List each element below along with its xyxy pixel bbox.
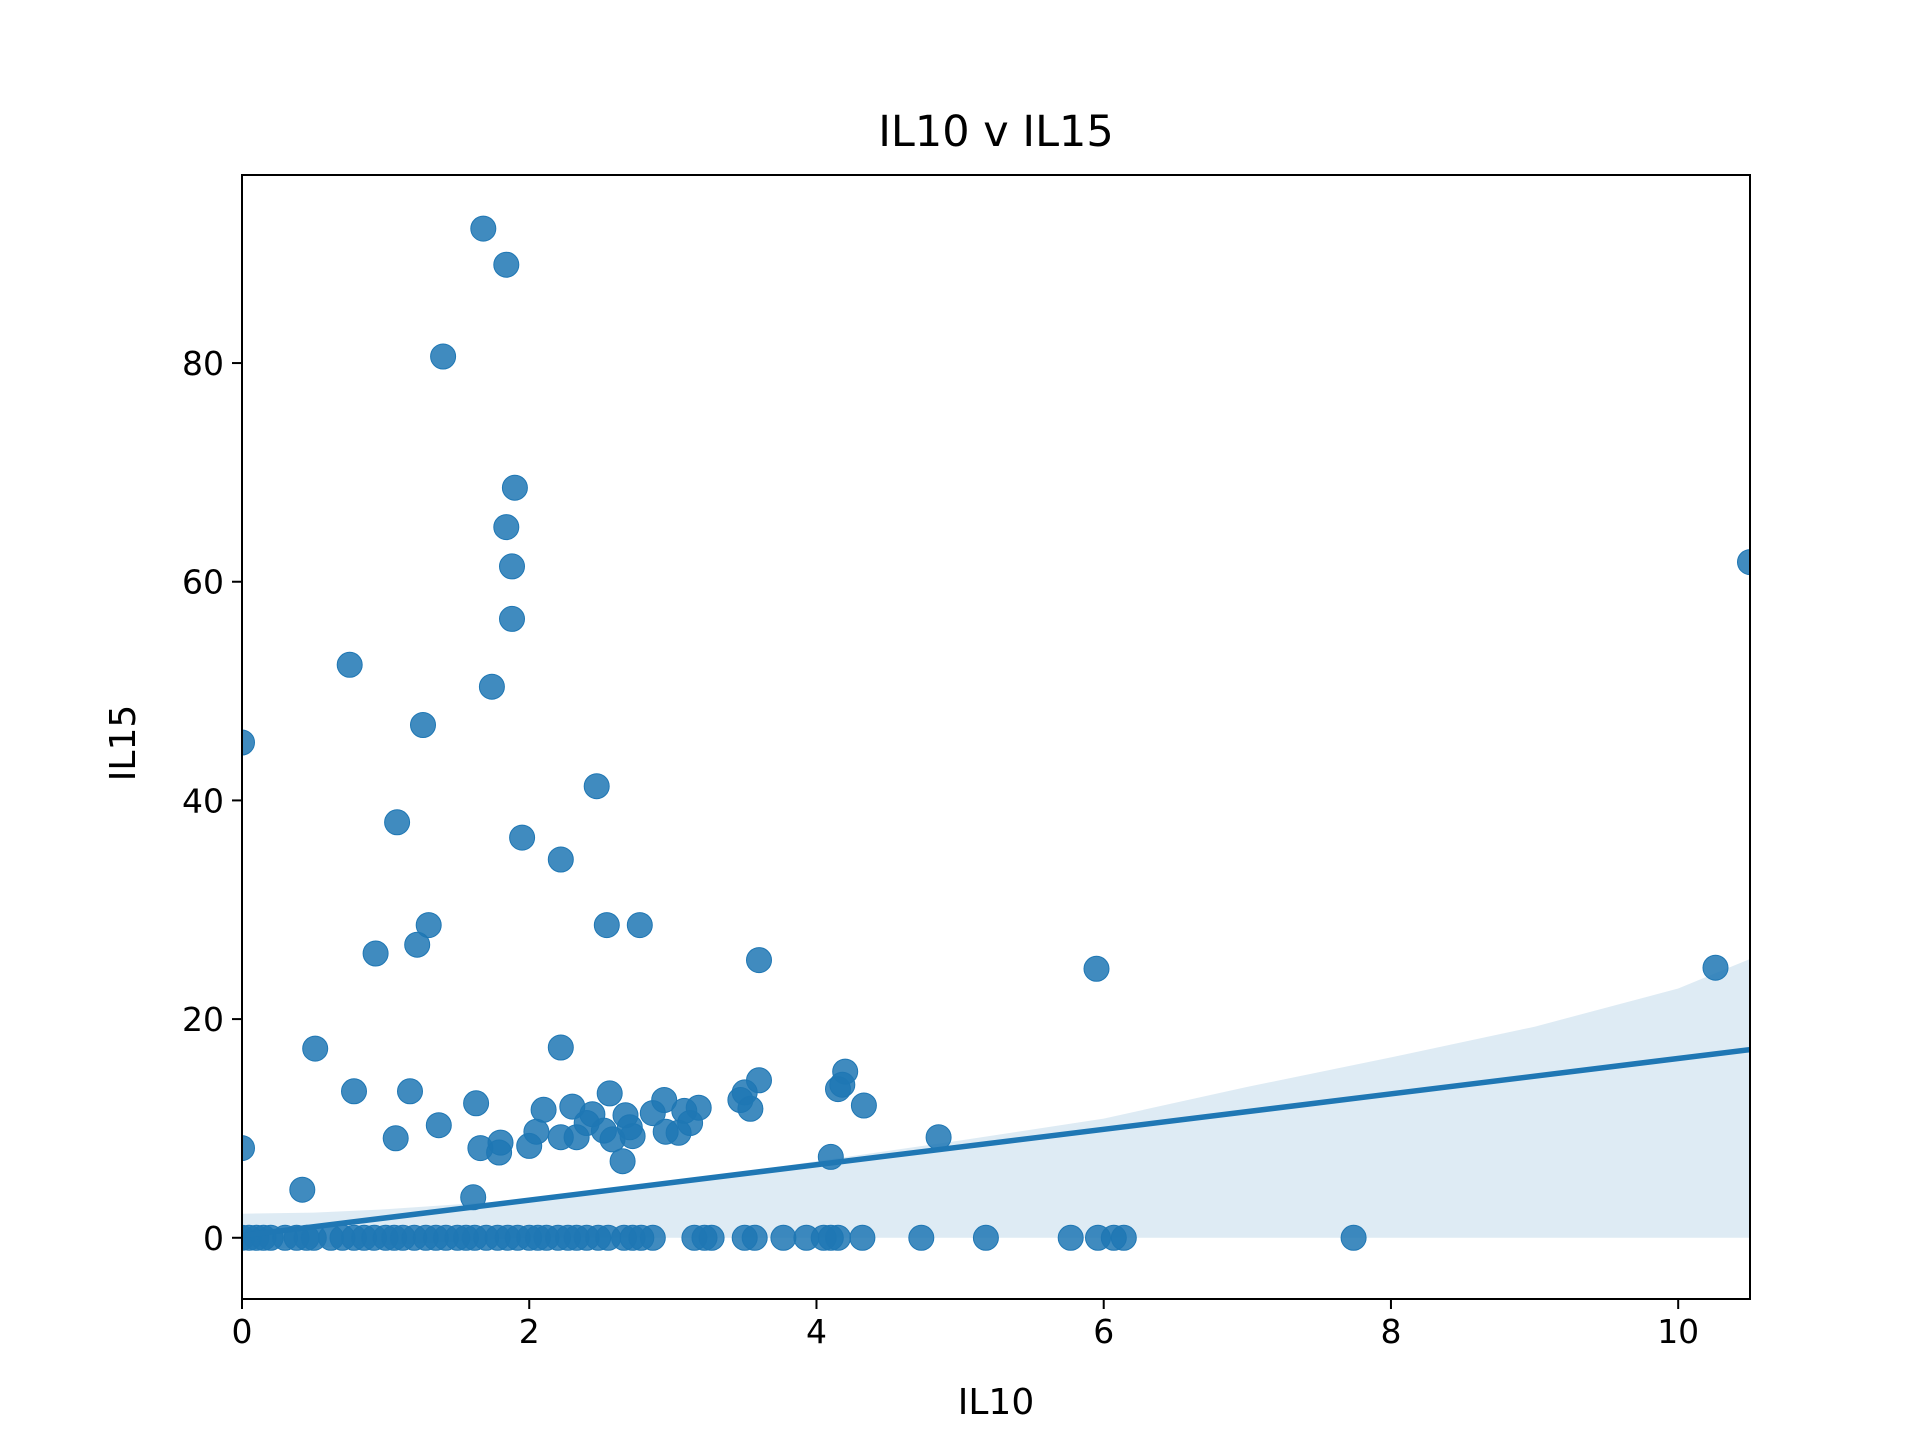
x-axis-label: IL10 <box>958 1382 1034 1423</box>
data-point <box>499 605 525 632</box>
data-point <box>639 1224 666 1251</box>
data-point <box>770 1224 797 1251</box>
data-point <box>593 912 620 939</box>
data-point <box>616 1114 643 1141</box>
data-point <box>829 1071 856 1098</box>
data-point <box>972 1224 999 1251</box>
data-point <box>626 912 653 939</box>
y-tick-label: 60 <box>182 563 224 602</box>
x-axis: 0 2 4 6 8 10 <box>232 1299 1699 1351</box>
data-point <box>1110 1224 1137 1251</box>
data-point <box>501 474 528 501</box>
data-point <box>850 1092 877 1119</box>
y-axis: 0 20 40 60 80 <box>182 344 242 1258</box>
regression-line <box>242 1046 1750 1239</box>
x-tick-label: 6 <box>1093 1312 1114 1351</box>
data-point <box>547 1034 574 1061</box>
chart-title: IL10 v IL15 <box>878 107 1114 157</box>
data-point <box>410 712 436 738</box>
x-tick-label: 2 <box>519 1312 540 1351</box>
data-point <box>470 215 497 242</box>
y-tick-label: 20 <box>182 1000 224 1039</box>
data-point <box>1737 549 1750 576</box>
data-point <box>1702 954 1729 981</box>
plot-marks <box>242 215 1750 1251</box>
confidence-band <box>242 959 1750 1249</box>
y-tick-label: 40 <box>182 781 224 820</box>
data-point <box>547 846 574 873</box>
data-point <box>415 912 442 939</box>
data-point <box>609 1148 636 1175</box>
data-point <box>404 931 431 958</box>
data-point <box>499 553 525 580</box>
data-point <box>516 1132 543 1159</box>
data-point <box>825 1224 851 1251</box>
data-point <box>341 1078 367 1105</box>
y-tick-label: 0 <box>203 1219 224 1258</box>
x-tick-label: 8 <box>1380 1312 1401 1351</box>
data-point <box>493 514 520 541</box>
data-point <box>737 1095 764 1122</box>
data-point <box>746 947 772 974</box>
data-point <box>336 651 363 678</box>
data-point <box>463 1090 490 1117</box>
data-point <box>430 343 457 370</box>
data-point <box>677 1110 704 1136</box>
data-point <box>583 773 610 800</box>
data-point <box>289 1176 316 1203</box>
data-point <box>741 1224 768 1251</box>
plot-area <box>242 215 1750 1251</box>
data-point <box>1340 1224 1367 1251</box>
data-point <box>849 1224 876 1251</box>
data-point <box>397 1078 423 1105</box>
y-tick-label: 80 <box>182 344 224 383</box>
x-tick-label: 0 <box>232 1312 253 1351</box>
x-tick-label: 10 <box>1657 1312 1699 1351</box>
data-point <box>509 824 536 851</box>
data-point <box>908 1224 935 1251</box>
y-axis-label: IL15 <box>103 705 144 781</box>
data-point <box>425 1112 452 1139</box>
data-point <box>1083 955 1110 982</box>
data-point <box>302 1035 329 1062</box>
data-point <box>1057 1224 1084 1251</box>
data-point <box>384 809 411 836</box>
data-point <box>639 1100 666 1127</box>
data-point <box>242 729 255 756</box>
data-point <box>596 1080 623 1107</box>
data-point <box>698 1224 725 1251</box>
data-point <box>486 1139 513 1166</box>
axes-frame <box>241 174 1751 1300</box>
x-tick-label: 4 <box>806 1312 827 1351</box>
data-point <box>242 1135 255 1162</box>
data-point <box>362 940 389 967</box>
data-point <box>530 1096 557 1123</box>
data-point <box>478 673 505 700</box>
data-point <box>493 251 520 278</box>
data-point <box>382 1125 409 1152</box>
